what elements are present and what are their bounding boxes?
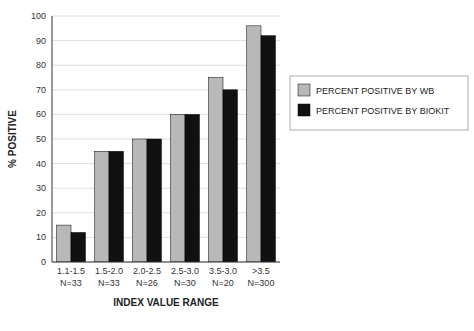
x-tick-label: 2.0-2.5 (133, 266, 161, 276)
y-tick-label: 70 (36, 85, 46, 95)
bar (223, 90, 237, 262)
y-tick-label: 80 (36, 60, 46, 70)
y-tick-label: 50 (36, 134, 46, 144)
legend-label: PERCENT POSITIVE BY WB (316, 86, 434, 96)
bar (57, 225, 71, 262)
grid-line (52, 65, 280, 66)
bar (185, 114, 199, 262)
y-tick-label: 30 (36, 183, 46, 193)
bars (57, 26, 276, 262)
legend-swatch (298, 104, 310, 116)
grid-line (52, 16, 280, 17)
bar (95, 151, 109, 262)
bar (109, 151, 123, 262)
y-axis (52, 16, 53, 262)
x-tick-label: 2.5-3.0 (171, 266, 199, 276)
annotation: N=33 (60, 278, 82, 288)
x-tick-label: >3.5 (252, 266, 270, 276)
bar (247, 26, 261, 262)
legend-frame (290, 76, 468, 130)
annotation: N=26 (136, 278, 158, 288)
grid-line (52, 40, 280, 41)
legend-swatch (298, 84, 310, 96)
grid-line (52, 212, 280, 213)
annotation: N=33 (98, 278, 120, 288)
bar (147, 139, 161, 262)
x-axis (52, 262, 280, 263)
annotation: N=30 (174, 278, 196, 288)
x-tick-label: 1.5-2.0 (95, 266, 123, 276)
grid-line (52, 89, 280, 90)
annotation: N=20 (212, 278, 234, 288)
grid-line (52, 139, 280, 140)
grid-line (52, 237, 280, 238)
bar (133, 139, 147, 262)
y-axis-label: % POSITIVE (7, 110, 18, 168)
grid-line (52, 163, 280, 164)
chart: 0 10 20 30 40 50 60 70 80 90 100 1.1-1.5 1.5-2.0 2.0-… (0, 0, 474, 331)
x-tick-label: 1.1-1.5 (57, 266, 85, 276)
y-tick-label: 40 (36, 159, 46, 169)
bar (71, 232, 85, 262)
grid-line (52, 114, 280, 115)
legend-label: PERCENT POSITIVE BY BIOKIT (316, 106, 450, 116)
y-tick-label: 60 (36, 109, 46, 119)
x-tick-label: 3.5-3.0 (209, 266, 237, 276)
y-tick-label: 100 (31, 11, 46, 21)
bar (261, 36, 275, 262)
y-tick-label: 0 (41, 257, 46, 267)
legend: PERCENT POSITIVE BY WB PERCENT POSITIVE B… (290, 76, 468, 130)
bar (209, 78, 223, 263)
grid-line (52, 188, 280, 189)
y-tick-label: 20 (36, 208, 46, 218)
y-tick-label: 90 (36, 36, 46, 46)
x-axis-label: INDEX VALUE RANGE (113, 297, 219, 308)
y-tick-label: 10 (36, 232, 46, 242)
grid-line (52, 262, 280, 263)
annotation: N=300 (248, 278, 275, 288)
bar (171, 114, 185, 262)
